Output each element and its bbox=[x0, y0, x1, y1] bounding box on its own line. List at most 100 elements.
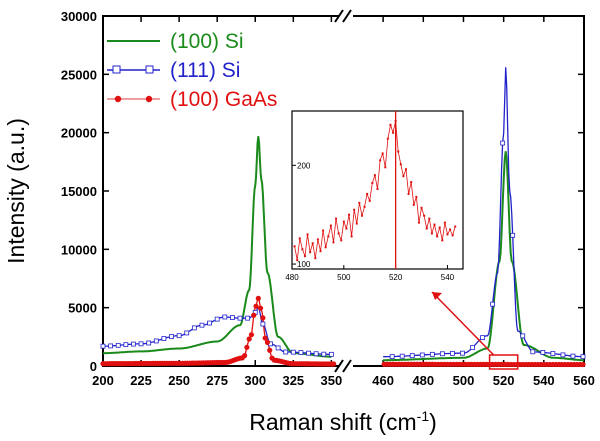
inset-point bbox=[407, 192, 410, 195]
legend-item-100-gaas: (100) GaAs bbox=[107, 88, 277, 111]
inset-point bbox=[443, 221, 446, 224]
inset-point bbox=[405, 168, 407, 171]
series-gaas-marker bbox=[262, 335, 268, 341]
y-tick-label-0: 0 bbox=[90, 359, 97, 374]
y-tick-label-10000: 10000 bbox=[61, 242, 97, 257]
series-111-marker bbox=[230, 315, 235, 320]
inset-point bbox=[303, 255, 306, 258]
inset-point bbox=[329, 224, 332, 227]
y-axis-title: Intensity (a.u.) bbox=[3, 118, 29, 264]
inset-point bbox=[353, 208, 356, 211]
series-111-marker bbox=[429, 351, 435, 357]
series-gaas-marker bbox=[255, 295, 261, 301]
inset-point bbox=[430, 232, 433, 235]
series-111-marker bbox=[321, 351, 327, 357]
inset-point bbox=[423, 214, 426, 217]
series-111-marker bbox=[184, 330, 190, 336]
series-gaas-marker bbox=[267, 347, 273, 353]
x-tick-label-480: 480 bbox=[412, 373, 434, 388]
series-gaas-marker bbox=[264, 339, 271, 345]
series-111-marker bbox=[237, 315, 243, 321]
inset-x-tick-label-480: 480 bbox=[285, 273, 299, 282]
series-111-marker bbox=[540, 349, 546, 355]
zoom-arrow bbox=[431, 291, 495, 356]
series-111-marker bbox=[131, 341, 136, 347]
x-tick-label-300: 300 bbox=[244, 373, 266, 388]
series-111-marker bbox=[199, 322, 205, 328]
inset-point bbox=[428, 217, 431, 220]
inset-point bbox=[402, 175, 405, 178]
x-tick-label-350: 350 bbox=[321, 373, 343, 388]
inset-point bbox=[384, 166, 387, 169]
legend-label-111-si: (111) Si bbox=[170, 59, 240, 82]
zoom-arrowhead bbox=[432, 292, 442, 300]
series-111-marker bbox=[470, 345, 475, 351]
series-111-marker bbox=[275, 345, 281, 351]
series-111-marker bbox=[260, 321, 266, 327]
series-gaas-marker bbox=[331, 361, 337, 367]
inset-point bbox=[327, 235, 330, 238]
inset-point bbox=[433, 223, 436, 226]
series-gaas-marker bbox=[246, 336, 252, 342]
inset-x-tick-label-500: 500 bbox=[337, 273, 351, 282]
x-axis-title-close: ) bbox=[429, 409, 437, 435]
series-111-marker bbox=[490, 301, 496, 307]
inset-point bbox=[348, 213, 350, 216]
x-tick-label-460: 460 bbox=[372, 373, 394, 388]
series-111-marker bbox=[146, 340, 152, 346]
x-tick-label-560: 560 bbox=[573, 373, 595, 388]
series-111-marker bbox=[500, 140, 506, 146]
x-tick-label-540: 540 bbox=[533, 373, 555, 388]
y-tick-label-30000: 30000 bbox=[61, 9, 97, 24]
inset-x-tick-label-520: 520 bbox=[389, 273, 403, 282]
x-tick-label-500: 500 bbox=[453, 373, 475, 388]
inset-point bbox=[389, 123, 392, 126]
series-111-marker bbox=[399, 353, 405, 359]
inset-point bbox=[340, 239, 343, 242]
y-tick-label-5000: 5000 bbox=[68, 301, 97, 316]
inset-point bbox=[324, 246, 327, 249]
series-gaas-marker bbox=[260, 315, 266, 321]
y-tick-label-25000: 25000 bbox=[61, 67, 97, 82]
inset-point bbox=[293, 245, 296, 248]
series-111-marker bbox=[313, 351, 319, 357]
series-111-marker bbox=[460, 350, 465, 356]
inset-point bbox=[417, 221, 420, 224]
inset-y-tick-label-100: 100 bbox=[297, 260, 311, 269]
series-gaas-marker bbox=[580, 361, 586, 368]
series-111-marker bbox=[409, 353, 415, 359]
inset-point bbox=[399, 163, 402, 166]
inset-point bbox=[337, 232, 340, 235]
inset-point bbox=[441, 239, 444, 242]
y-tick-label-20000: 20000 bbox=[61, 126, 97, 141]
inset-point bbox=[311, 242, 314, 245]
inset-point bbox=[345, 227, 348, 230]
legend-label-100-gaas: (100) GaAs bbox=[170, 88, 277, 111]
series-111-marker bbox=[100, 343, 106, 349]
markers-layer bbox=[100, 140, 586, 368]
inset-point bbox=[386, 137, 389, 140]
series-111-marker bbox=[153, 338, 159, 344]
series-111-marker bbox=[419, 352, 425, 358]
inset-point bbox=[314, 257, 317, 260]
inset-point bbox=[350, 235, 353, 238]
inset-point bbox=[454, 225, 457, 228]
inset-point bbox=[449, 228, 452, 231]
series-111-marker bbox=[214, 316, 220, 322]
inset-series bbox=[293, 111, 457, 269]
x-axis-title-main: Raman shift (cm bbox=[249, 409, 416, 435]
series-gaas-marker bbox=[251, 312, 257, 318]
y-tick-label-15000: 15000 bbox=[61, 184, 97, 199]
inset-point bbox=[451, 234, 454, 237]
inset-point bbox=[412, 203, 415, 206]
inset-point bbox=[371, 182, 374, 185]
axis-break-mark-top bbox=[334, 9, 352, 23]
series-111-marker bbox=[550, 351, 556, 356]
series-111-marker bbox=[570, 353, 576, 359]
inset-point bbox=[360, 214, 363, 217]
series-111-marker bbox=[161, 336, 167, 341]
series-111-marker bbox=[169, 334, 174, 339]
series-111-marker bbox=[328, 351, 334, 357]
inset-point bbox=[332, 241, 335, 244]
